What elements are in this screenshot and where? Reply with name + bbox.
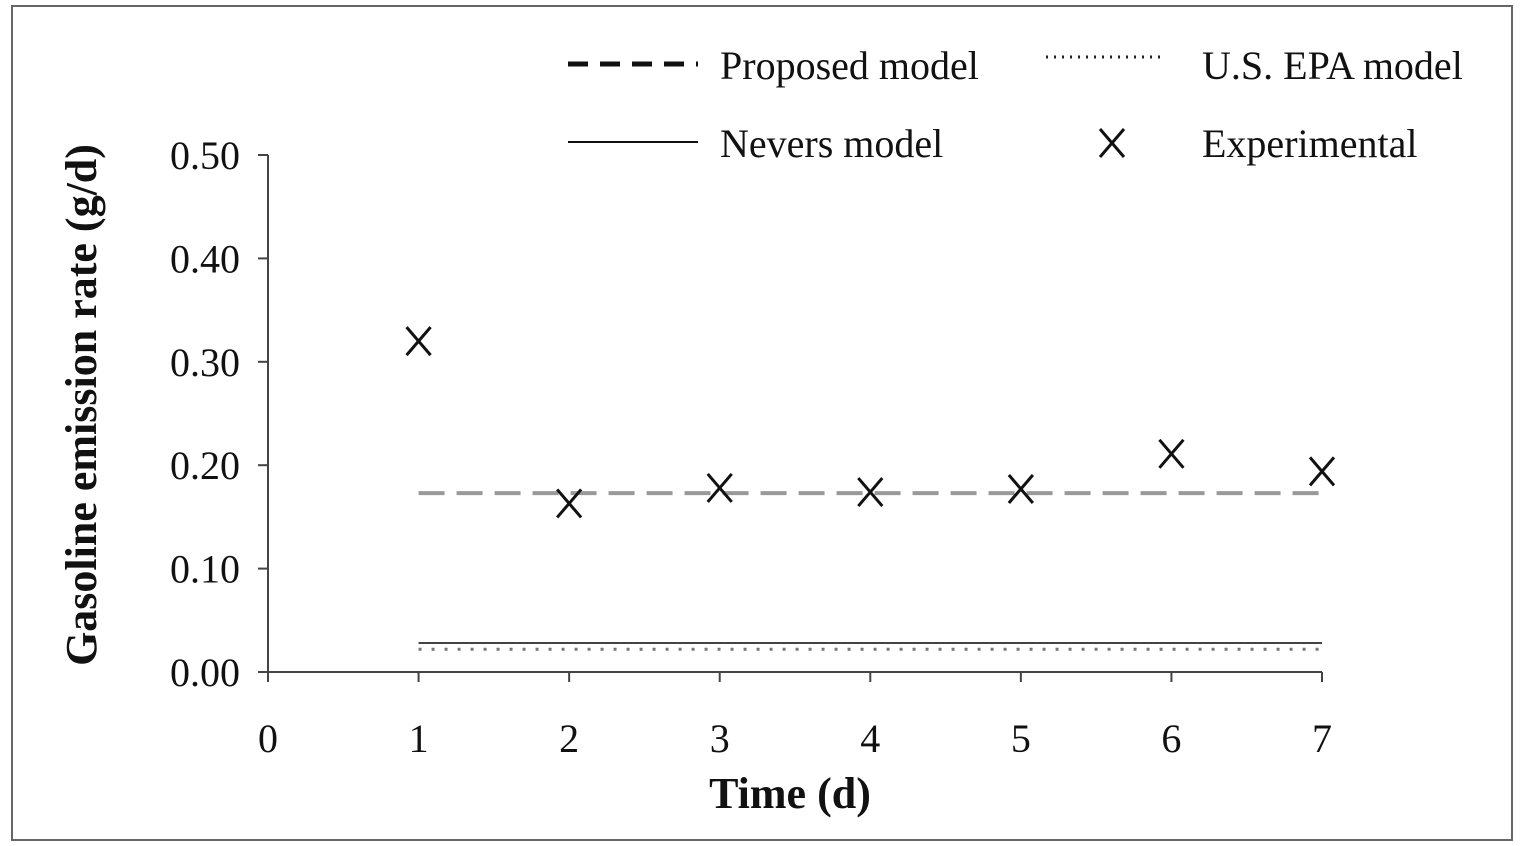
series-lines bbox=[418, 491, 1322, 651]
legend-label-experimental: Experimental bbox=[1202, 121, 1417, 166]
experimental-point bbox=[556, 488, 583, 519]
y-tick-label: 0.30 bbox=[170, 340, 240, 385]
y-tick-label: 0.10 bbox=[170, 547, 240, 592]
experimental-point bbox=[857, 477, 884, 508]
y-tick-label: 0.00 bbox=[170, 650, 240, 695]
x-tick-label: 3 bbox=[710, 716, 730, 761]
x-tick-label: 6 bbox=[1161, 716, 1181, 761]
x-tick-label: 1 bbox=[409, 716, 429, 761]
experimental-point bbox=[706, 472, 733, 503]
x-tick-label: 5 bbox=[1011, 716, 1031, 761]
experimental-point bbox=[405, 326, 432, 357]
y-tick-label: 0.50 bbox=[170, 133, 240, 178]
experimental-point bbox=[1158, 438, 1185, 469]
experimental-point bbox=[1007, 474, 1034, 504]
y-axis-ticks: 0.00 0.10 0.20 0.30 0.40 0.50 bbox=[170, 133, 268, 695]
y-tick-label: 0.20 bbox=[170, 443, 240, 488]
x-tick-label: 2 bbox=[559, 716, 579, 761]
x-tick-label: 4 bbox=[860, 716, 880, 761]
legend-label-nevers: Nevers model bbox=[720, 121, 943, 166]
legend-label-proposed: Proposed model bbox=[720, 43, 979, 88]
legend: Proposed model U.S. EPA model Nevers mod… bbox=[568, 43, 1463, 166]
experimental-point bbox=[1308, 456, 1336, 487]
legend-label-epa: U.S. EPA model bbox=[1202, 43, 1463, 88]
x-axis-ticks: 0 1 2 3 4 5 6 7 bbox=[258, 672, 1332, 761]
y-axis-title: Gasoline emission rate (g/d) bbox=[57, 144, 106, 666]
experimental-markers bbox=[405, 326, 1336, 519]
legend-swatch-experimental bbox=[1098, 128, 1126, 158]
x-axis-title: Time (d) bbox=[709, 769, 871, 818]
chart-border bbox=[11, 5, 1513, 841]
x-tick-label: 0 bbox=[258, 716, 278, 761]
x-tick-label: 7 bbox=[1312, 716, 1332, 761]
y-tick-label: 0.40 bbox=[170, 236, 240, 281]
